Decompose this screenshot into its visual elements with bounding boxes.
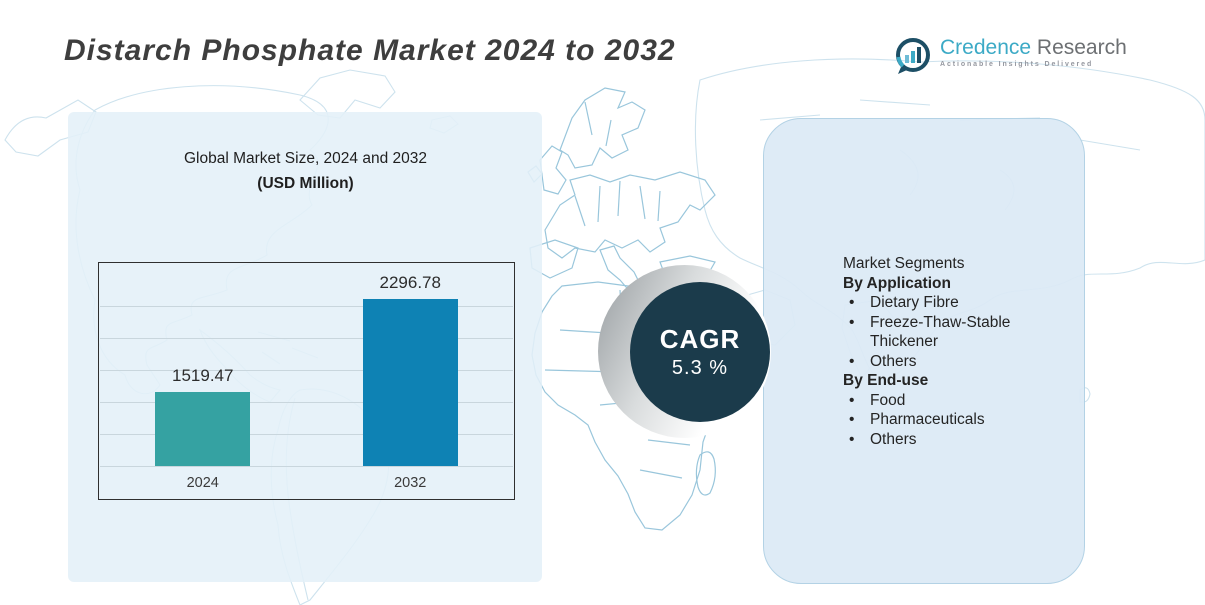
segment-item: Food: [843, 391, 1063, 411]
bar-2024: [155, 392, 251, 466]
segment-group-title: By Application: [843, 274, 951, 292]
segment-list: FoodPharmaceuticalsOthers: [843, 391, 1063, 450]
bar-column: 1519.47: [155, 263, 251, 466]
segments-content: By ApplicationDietary FibreFreeze-Thaw-S…: [843, 274, 1063, 450]
bar-column: 2296.78: [362, 263, 458, 466]
bar-value-label: 2296.78: [379, 273, 441, 292]
segment-item: Freeze-Thaw-Stable Thickener: [843, 313, 1063, 352]
bar-chart: 1519.47 2296.78 2024 2032: [98, 262, 515, 500]
chart-title-block: Global Market Size, 2024 and 2032 (USD M…: [98, 146, 513, 196]
brand-name-secondary: Research: [1036, 36, 1127, 59]
category-row: 2024 2032: [99, 466, 514, 499]
bar-value-label: 1519.47: [172, 366, 234, 385]
brand-logo: Credence Research Actionable Insights De…: [893, 36, 1127, 76]
chart-subtitle: (USD Million): [257, 175, 354, 192]
segment-item: Dietary Fibre: [843, 293, 1063, 313]
gridline: [100, 306, 513, 307]
segment-item: Others: [843, 352, 1063, 372]
segment-item: Others: [843, 430, 1063, 450]
segment-group-title: By End-use: [843, 372, 929, 389]
category-label: 2024: [186, 474, 219, 491]
bar-2032: [362, 299, 458, 466]
page-title: Distarch Phosphate Market 2024 to 2032: [64, 34, 676, 67]
category-label: 2032: [394, 474, 427, 491]
segments-block: Market Segments By ApplicationDietary Fi…: [843, 254, 1063, 449]
segment-item: Pharmaceuticals: [843, 410, 1063, 430]
brand-name: Credence Research: [940, 36, 1127, 59]
cagr-badge: CAGR 5.3 %: [630, 282, 770, 422]
gridline: [100, 338, 513, 339]
segment-list: Dietary FibreFreeze-Thaw-Stable Thickene…: [843, 293, 1063, 371]
segments-heading: Market Segments: [843, 255, 965, 272]
chart-title: Global Market Size, 2024 and 2032: [184, 150, 427, 167]
bar-plot: 1519.47 2296.78: [99, 263, 514, 466]
gridline: [100, 370, 513, 371]
brand-tagline: Actionable Insights Delivered: [940, 61, 1094, 68]
cagr-label: CAGR: [659, 324, 741, 354]
gridline: [100, 466, 513, 467]
brand-name-primary: Credence: [940, 36, 1032, 59]
cagr-value: 5.3 %: [671, 357, 729, 379]
brand-text: Credence Research Actionable Insights De…: [940, 36, 1127, 68]
credence-logo-icon: [896, 38, 930, 74]
gridline: [100, 434, 513, 435]
gridline: [100, 402, 513, 403]
chart-panel: [68, 112, 542, 582]
